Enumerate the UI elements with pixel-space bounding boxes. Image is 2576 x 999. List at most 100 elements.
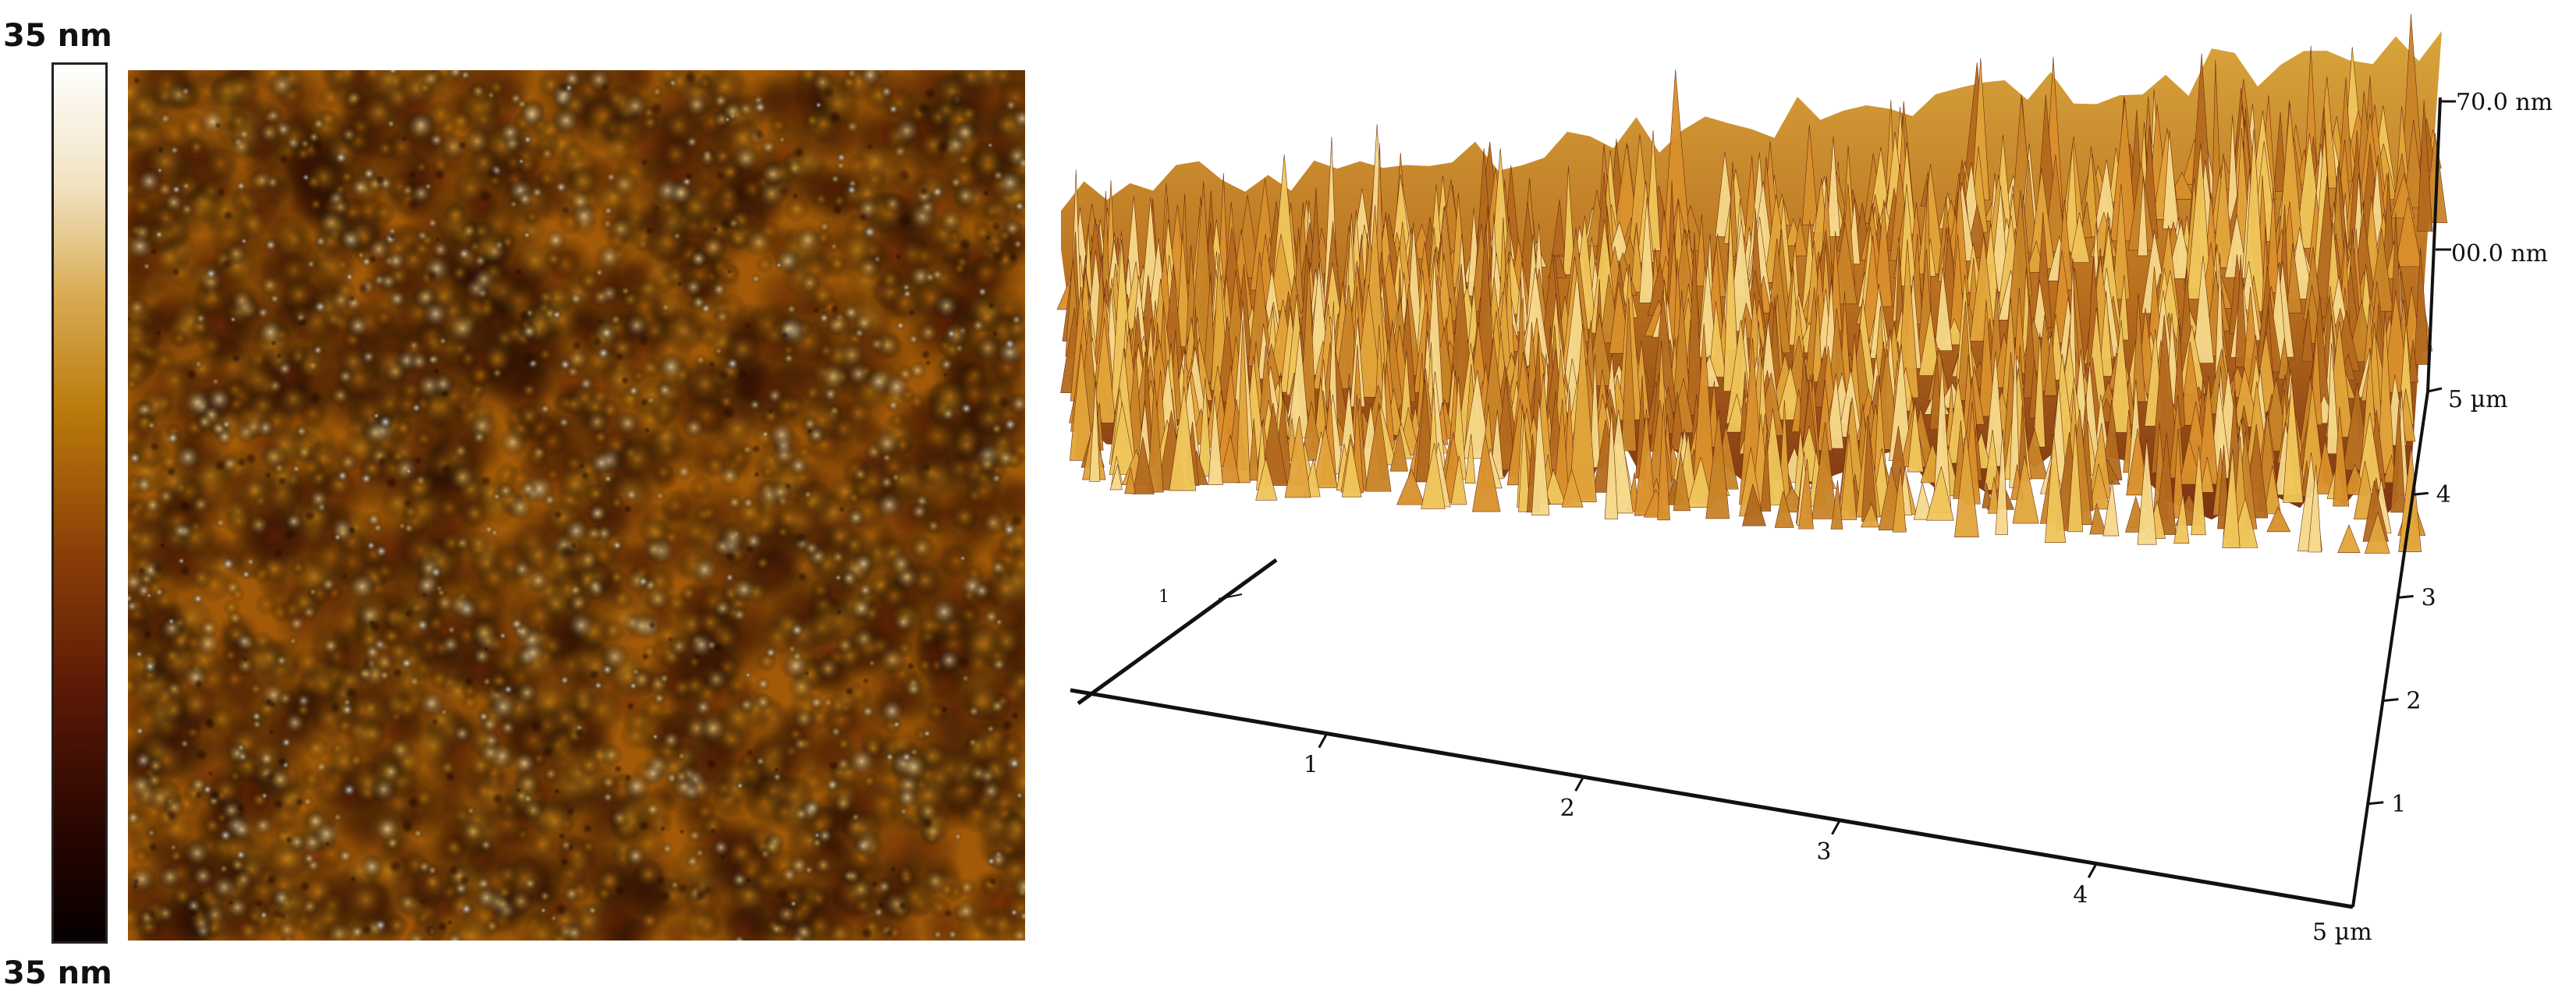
surface-spike [2191, 445, 2206, 536]
surface-spike [1147, 377, 1164, 493]
surface-spike [2178, 438, 2202, 485]
surface-spike [1969, 233, 1996, 342]
x-tick-label: 3 [1816, 838, 1831, 866]
surface-spike [1705, 409, 1730, 519]
surface-spike [2308, 464, 2322, 553]
surface-spike [1463, 370, 1491, 459]
back-left-axis-line [1077, 558, 1278, 706]
y-tick-label: 1 [2391, 791, 2406, 818]
surface-spike [2337, 524, 2361, 553]
surface-spike [2063, 141, 2079, 254]
y-end-label: 5 µm [2448, 386, 2508, 413]
surface-spike [2137, 438, 2157, 545]
surface-spike [1742, 483, 1766, 526]
surface-spike [2414, 248, 2430, 365]
surface-spike [1450, 455, 1467, 505]
surface-spike [2067, 423, 2084, 533]
surface-spike [1092, 317, 1116, 423]
y-end-tick [2427, 387, 2443, 393]
y-tick-mark [2368, 801, 2384, 806]
surface-spike [2326, 342, 2340, 455]
surface-spike [1089, 380, 1101, 482]
surface-spike [2089, 502, 2107, 535]
surface-spike [1657, 402, 1670, 521]
surface-spike [1364, 404, 1392, 492]
surface-spike [1687, 456, 1714, 508]
surface-spike [1988, 476, 2000, 514]
surface-spike [1811, 295, 1822, 382]
surface-spike [1698, 261, 1717, 358]
surface-spike [2099, 290, 2113, 377]
surface-spike [2044, 331, 2057, 396]
surface-spike [1873, 200, 1893, 307]
surface-spike [1208, 395, 1223, 485]
surface-spike [2192, 255, 2215, 364]
surface-spike [1561, 468, 1584, 508]
surface-spike [2045, 433, 2067, 544]
z-top-label: 70.0 nm [2456, 89, 2553, 116]
surface-spike [2132, 292, 2146, 402]
surface-spike [1708, 301, 1726, 377]
surface-spike [1472, 434, 1501, 512]
surface-spike [2390, 402, 2406, 513]
surface-spike [1563, 165, 1576, 275]
x-tick-label: 4 [2073, 881, 2088, 909]
surface-spike [1830, 480, 1843, 530]
surface-spike [1518, 412, 1531, 512]
surface-spike [1132, 437, 1155, 494]
surface-spike [1913, 482, 1933, 520]
surface-spike [2012, 455, 2039, 524]
x-tick-label: 1 [1304, 752, 1318, 779]
surface-spike [1543, 468, 1567, 505]
colorbar-bottom-label: 35 nm [3, 955, 112, 991]
height-colorbar [51, 62, 108, 944]
surface-spike [1255, 458, 1278, 501]
surface-spike [1464, 434, 1476, 484]
surface-spike [2154, 432, 2177, 535]
surface-spike [2266, 187, 2280, 293]
y-axis-line [2351, 391, 2429, 908]
surface-spike [2163, 130, 2180, 229]
surface-spike [1284, 416, 1311, 498]
surface-spike [2417, 100, 2433, 232]
y-tick-mark [2383, 698, 2399, 703]
x-axis-line [1070, 688, 2354, 909]
surface-spike [1341, 438, 1362, 498]
surface-spike [2301, 309, 2314, 362]
surface-spike [1811, 422, 1837, 519]
surface-spike [1840, 433, 1857, 520]
surface-spike [1995, 428, 2009, 535]
y-tick-mark [2412, 491, 2429, 496]
x-tick-mark [2087, 863, 2098, 879]
surface-spike [1568, 324, 1597, 502]
surface-spike [1312, 426, 1338, 488]
surface-spike [1760, 433, 1772, 512]
surface-spike [2368, 228, 2393, 312]
afm-3d-surface-plot: 70.0 nm 00.0 nm 5 µm 5 µm 1 1 2 3 4 1 2 3 4 [1056, 13, 2553, 946]
surface-spike [2394, 197, 2422, 267]
x-tick-mark [1318, 732, 1329, 749]
surface-spike [1124, 467, 1136, 494]
surface-spike [1389, 428, 1408, 472]
surface-spike [1109, 402, 1137, 476]
surface-spike [2222, 448, 2241, 548]
surface-spike [1421, 443, 1446, 509]
surface-spike [1219, 434, 1240, 484]
surface-spike [1826, 136, 1841, 237]
surface-spike [1907, 401, 1924, 473]
y-tick-mark [2397, 594, 2414, 599]
surface-spike [1925, 466, 1954, 521]
y-tick-label: 2 [2406, 688, 2421, 715]
surface-spike [1726, 393, 1746, 433]
surface-spike [2109, 320, 2132, 433]
surface-spike [1630, 225, 1645, 292]
surface-spike [2102, 480, 2120, 537]
surface-spike [2398, 445, 2422, 552]
surface-spike [2234, 254, 2248, 367]
surface-spike [2069, 212, 2090, 264]
surface-spike [1300, 401, 1323, 461]
surface-spike [2286, 243, 2302, 314]
surface-spike [1638, 197, 1655, 303]
surface-spike [1793, 218, 1808, 257]
surface-spike [1589, 353, 1601, 468]
